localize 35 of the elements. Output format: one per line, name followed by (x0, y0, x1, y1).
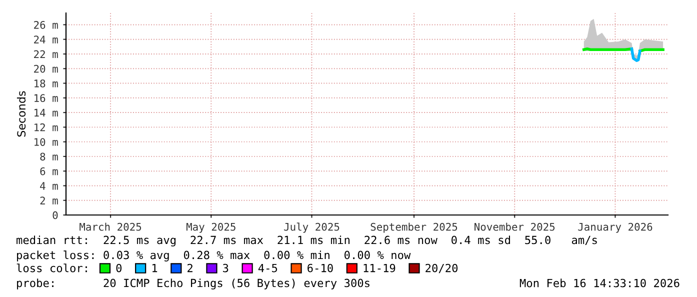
x-tick-label: March 2025 (80, 222, 142, 231)
legend-label: 4-5 (258, 264, 278, 272)
legend-title: loss color: (16, 264, 87, 272)
x-tick-label: September 2025 (370, 222, 458, 233)
legend-label: 11-19 (364, 264, 396, 272)
legend-label: 2 (188, 264, 192, 272)
y-tick-label: 18 m (34, 80, 58, 88)
text: probe: 20 ICMP Echo Pings (56 Bytes) every 300s (17, 278, 370, 290)
y-tick-label: 6 m (40, 167, 58, 176)
text: packet loss: 0.03 % avg 0.28 % max 0.00 % min 0.00 % now (17, 250, 411, 262)
x-tick-label: May 2025 (186, 222, 236, 233)
line-series (630, 47, 642, 62)
y-tick-label: 10 m (34, 138, 58, 146)
y-tick-label: 4 m (40, 182, 58, 190)
text: Mon Feb 16 14:33:10 2026 (520, 278, 680, 288)
y-tick-label: 26 m (34, 20, 58, 29)
x-tick-label: July 2025 (284, 222, 340, 233)
y-tick-label: 24 m (34, 36, 58, 44)
y-tick-label: 0 (52, 211, 58, 220)
legend-label: 20/20 (426, 264, 458, 274)
legend-label: 1 (152, 264, 158, 272)
legend-label: 0 (116, 264, 122, 272)
y-axis-title: Seconds (16, 91, 26, 137)
y-tick-label: 2 m (40, 196, 58, 204)
y-tick-label: 14 m (34, 108, 58, 117)
y-tick-label: 12 m (34, 123, 58, 132)
legend-label: 3 (223, 264, 228, 272)
y-tick-label: 16 m (34, 94, 58, 102)
x-tick-label: November 2025 (474, 222, 555, 231)
y-tick-label: 20 m (34, 64, 58, 73)
text: median rtt: 22.5 ms avg 22.7 ms max 21.1 ms min 22.6 ms now 0.4 ms sd 55.0 am/s (16, 236, 597, 246)
y-tick-label: 22 m (34, 50, 58, 58)
x-tick-label: January 2026 (578, 222, 652, 233)
legend-label: 6-10 (308, 264, 333, 272)
y-tick-label: 8 m (40, 152, 58, 161)
